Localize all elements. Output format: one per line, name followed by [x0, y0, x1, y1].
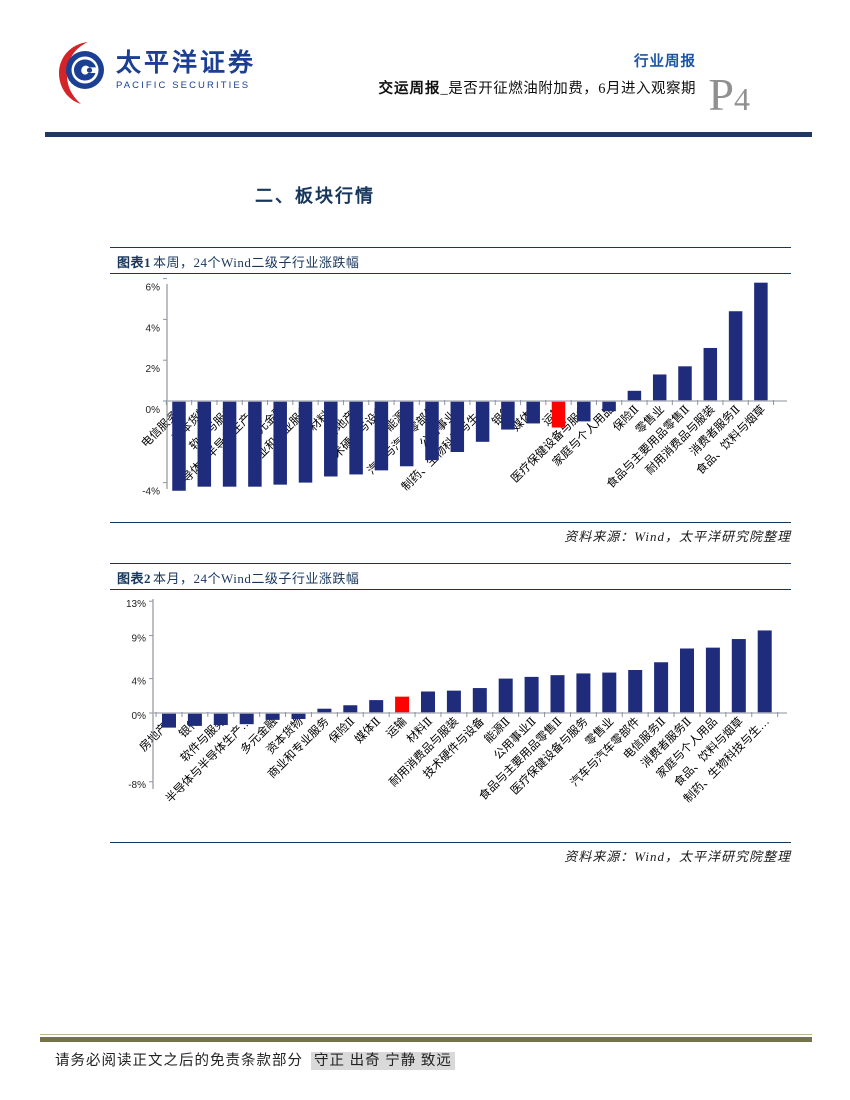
svg-text:-8%: -8%	[128, 780, 146, 791]
svg-text:0%: 0%	[132, 711, 147, 722]
figure2-caption-rule	[110, 589, 791, 590]
figure1-bottom-rule	[110, 522, 791, 523]
svg-text:4%: 4%	[132, 677, 147, 688]
svg-text:2%: 2%	[146, 364, 161, 375]
svg-text:6%: 6%	[146, 283, 161, 294]
weekly-industry-change-chart: 电信服务Ⅱ资本货物软件与服务半导体与半导体生产…多元金融商业和专业服务材料Ⅱ房地…	[138, 278, 787, 498]
brand-name-en: PACIFIC SECURITIES	[116, 79, 251, 91]
svg-text:媒体Ⅱ: 媒体Ⅱ	[352, 714, 384, 746]
figure2-caption: 图表2 本月，24个Wind二级子行业涨跌幅	[117, 571, 360, 586]
svg-text:-4%: -4%	[142, 487, 160, 498]
pacific-securities-logo-icon	[59, 42, 104, 104]
monthly-industry-change-chart: 房地产Ⅱ 银行软件与服务半导体与半导体生产…多元金融资本货物商业和专业服务保险Ⅱ媒…	[126, 599, 787, 805]
brand-name-cn: 太平洋证券	[116, 49, 257, 77]
report-title-rest: _是否开征燃油附加费，6月进入观察期	[440, 81, 696, 97]
figure1-top-rule	[110, 247, 791, 248]
report-series-label: 行业周报	[634, 54, 696, 70]
figure1-source: 资料来源：Wind，太平洋研究院整理	[564, 529, 791, 544]
brand-logo: 太平洋证券 PACIFIC SECURITIES	[58, 40, 256, 106]
figure1-caption: 图表1 本周，24个Wind二级子行业涨跌幅	[117, 255, 360, 270]
section-title: 二、板块行情	[255, 186, 375, 206]
footer-divider-light	[40, 1034, 812, 1035]
page-number: P4	[708, 69, 750, 120]
figure2-source: 资料来源：Wind，太平洋研究院整理	[564, 849, 791, 864]
svg-text:9%: 9%	[132, 634, 147, 645]
svg-text:0%: 0%	[146, 405, 161, 416]
footer-divider	[40, 1037, 812, 1042]
svg-text:13%: 13%	[126, 599, 146, 610]
svg-text:4%: 4%	[146, 323, 161, 334]
figure1-caption-rule	[110, 273, 791, 274]
figure2-top-rule	[110, 563, 791, 564]
report-title: 交运周报_是否开征燃油附加费，6月进入观察期	[276, 77, 696, 98]
svg-text:保险Ⅱ: 保险Ⅱ	[326, 714, 358, 746]
figure2-bottom-rule	[110, 842, 791, 843]
footer-disclaimer: 请务必阅读正文之后的免责条款部分 守正 出奇 宁静 致远	[55, 1049, 455, 1070]
report-title-bold: 交运周报	[378, 81, 441, 97]
header-divider	[45, 132, 812, 137]
footer-motto: 守正 出奇 宁静 致远	[311, 1052, 455, 1070]
